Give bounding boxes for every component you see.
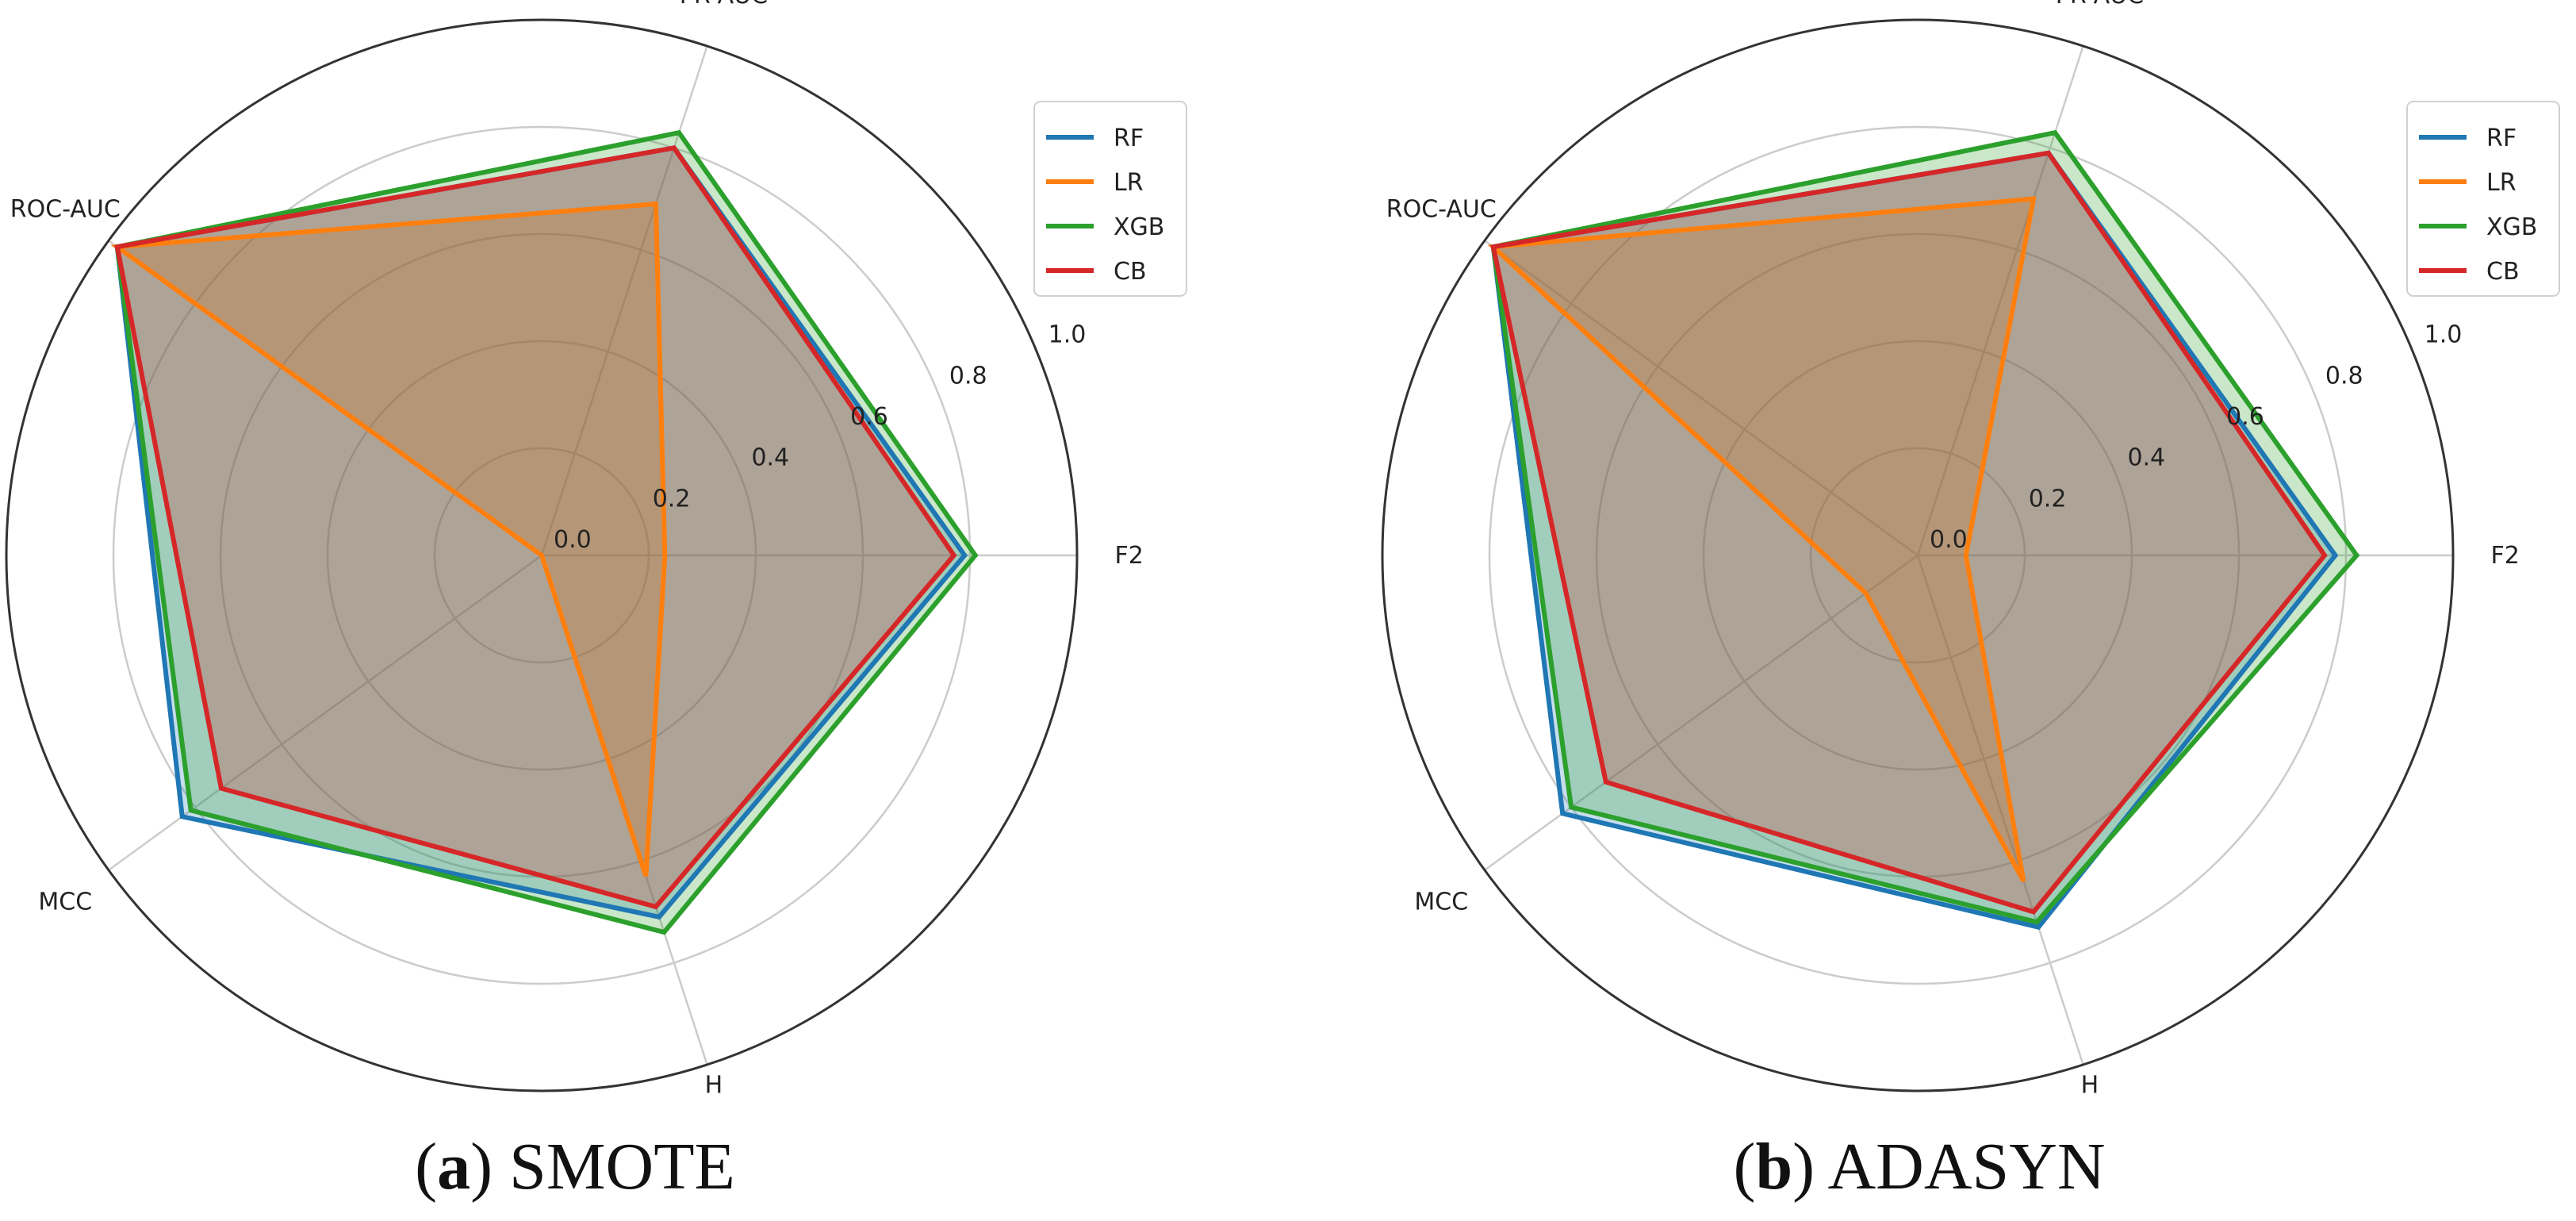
series-line-cb xyxy=(114,145,957,910)
r-tick-label: 1.0 xyxy=(2425,321,2463,349)
outer-circle xyxy=(5,18,1079,1092)
legend-label-rf: RF xyxy=(2486,125,2517,152)
legend-box xyxy=(1033,101,1187,297)
axis-label-mcc: MCC xyxy=(1414,888,1468,916)
series-line-xgb xyxy=(1490,129,2360,925)
series-fill-lr xyxy=(117,204,665,877)
radar-chart-a: 0.0 0.2 0.4 0.6 0.8 1.0 F2 PR-AUC ROC-AUC MCC H RF L… xyxy=(5,0,1187,1100)
series-fill-xgb xyxy=(1493,132,2357,923)
series-line-cb xyxy=(1490,150,2328,915)
r-tick-label: 0.4 xyxy=(751,444,789,472)
caption-b-letter: b xyxy=(1755,1130,1793,1204)
series-fill-cb xyxy=(1493,152,2325,912)
r-tick-label: 0.6 xyxy=(850,403,888,431)
r-tick-label: 0.2 xyxy=(653,485,691,513)
r-tick-label: 0.0 xyxy=(554,526,592,554)
legend: RF LR XGB CB xyxy=(2406,101,2560,297)
caption-a: (a) SMOTE xyxy=(415,1130,735,1204)
axis-label-h: H xyxy=(705,1072,723,1100)
series-line-xgb xyxy=(114,129,979,935)
caption-a-text: SMOTE xyxy=(509,1130,735,1204)
r-tick-label: 0.8 xyxy=(2325,362,2363,390)
series-fill-rf xyxy=(1493,152,2336,927)
axis-label-roc-auc: ROC-AUC xyxy=(10,196,121,224)
axis-label-mcc: MCC xyxy=(38,888,92,916)
r-tick-label: 1.0 xyxy=(1048,321,1087,349)
axis-label-roc-auc: ROC-AUC xyxy=(1386,196,1497,224)
r-tick-label: 0.4 xyxy=(2127,444,2165,472)
axis-label-pr-auc: PR-AUC xyxy=(680,0,768,10)
series-fill-xgb xyxy=(117,132,976,933)
r-tick-label: 0.6 xyxy=(2226,403,2264,431)
radar-chart-b: 0.0 0.2 0.4 0.6 0.8 1.0 F2 PR-AUC ROC-AUC MCC H RF L… xyxy=(1381,0,2560,1100)
series-fill-rf xyxy=(117,148,965,917)
spoke-line xyxy=(1916,555,2084,1065)
axis-label-h: H xyxy=(2081,1072,2099,1100)
caption-b-text: ADASYN xyxy=(1827,1130,2106,1204)
series-fill-cb xyxy=(117,148,954,907)
legend-label-xgb: XGB xyxy=(1114,213,1164,241)
legend-label-cb: CB xyxy=(2486,258,2520,286)
spoke-line xyxy=(1484,554,1919,871)
spoke-line xyxy=(1484,240,1919,557)
axis-label-pr-auc: PR-AUC xyxy=(2056,0,2144,10)
legend-label-lr: LR xyxy=(2486,169,2517,197)
legend-label-lr: LR xyxy=(1114,169,1144,197)
axis-label-f2: F2 xyxy=(2491,542,2520,570)
legend-label-xgb: XGB xyxy=(2486,213,2537,241)
caption-a-letter: a xyxy=(437,1130,471,1204)
legend-box xyxy=(2406,101,2560,297)
axis-label-f2: F2 xyxy=(1115,542,1144,570)
outer-circle xyxy=(1381,18,2455,1092)
series-line-lr xyxy=(110,201,668,877)
r-tick-label: 0.0 xyxy=(1930,526,1968,554)
r-tick-label: 0.8 xyxy=(949,362,987,390)
legend-label-rf: RF xyxy=(1114,125,1144,152)
legend: RF LR XGB CB xyxy=(1033,101,1187,297)
series-line-lr xyxy=(1487,196,2037,883)
caption-b: (b) ADASYN xyxy=(1733,1130,2106,1204)
r-tick-label: 0.2 xyxy=(2029,485,2067,513)
legend-label-cb: CB xyxy=(1114,258,1147,286)
